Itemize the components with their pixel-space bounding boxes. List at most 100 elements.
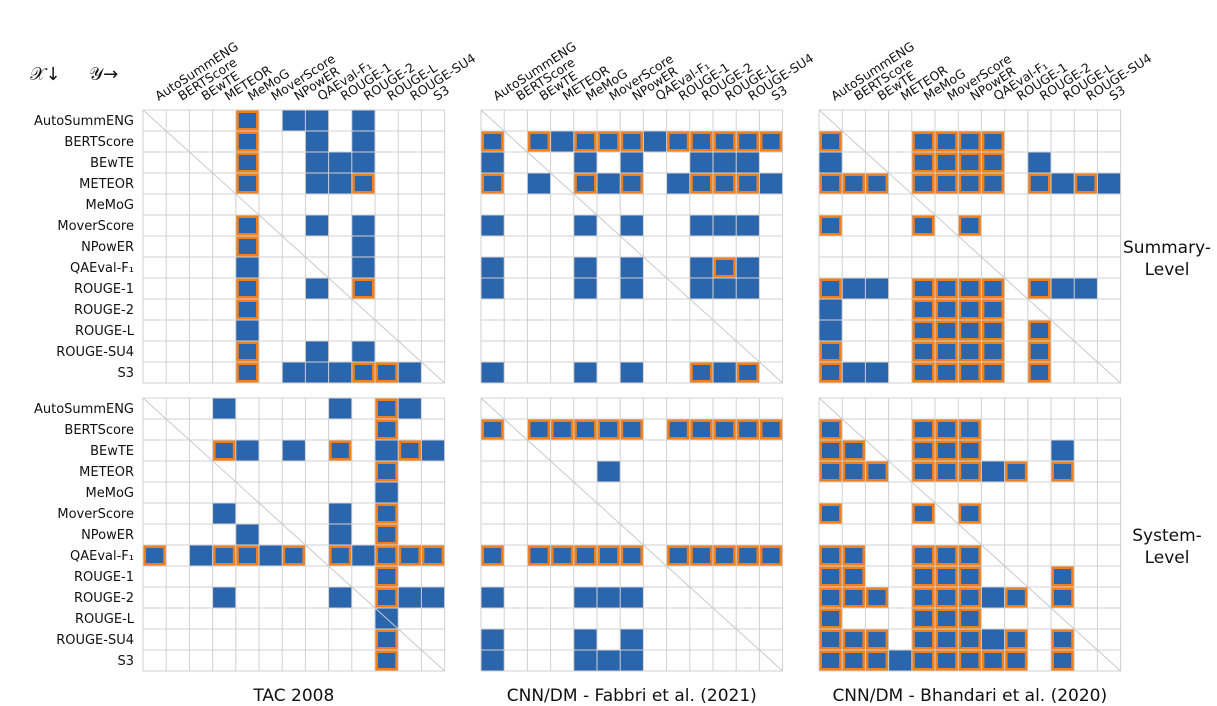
- cell-p2-system-12-5: [935, 650, 959, 671]
- highlight-p2-summary-10-7: [981, 320, 1005, 341]
- cell-p1-system-1-2: [527, 419, 551, 440]
- cell-p2-system-8-6: [958, 566, 982, 587]
- cell-p1-summary-1-12: [759, 131, 783, 152]
- cell-p0-system-6-8: [328, 524, 352, 545]
- cell-p1-system-1-8: [666, 419, 690, 440]
- highlight-p1-system-1-11: [736, 419, 760, 440]
- highlight-p1-summary-1-8: [666, 131, 690, 152]
- cell-p2-system-3-10: [1051, 461, 1075, 482]
- cell-p1-system-7-0: [481, 545, 505, 566]
- highlight-p2-system-3-10: [1051, 461, 1075, 482]
- highlight-p2-system-11-6: [958, 629, 982, 650]
- highlight-p2-system-12-10: [1051, 650, 1075, 671]
- cell-p1-system-7-12: [759, 545, 783, 566]
- cell-p2-summary-1-0: [819, 131, 843, 152]
- cell-p2-summary-9-0: [819, 299, 843, 320]
- cell-p2-summary-12-0: [819, 362, 843, 383]
- cell-p2-system-11-0: [819, 629, 843, 650]
- cell-p0-summary-11-9: [351, 341, 375, 362]
- cell-p0-system-2-10: [375, 440, 399, 461]
- highlight-p0-system-7-11: [398, 545, 422, 566]
- cell-p0-system-2-8: [328, 440, 352, 461]
- cell-p2-summary-8-10: [1051, 278, 1075, 299]
- cell-p0-system-7-10: [375, 545, 399, 566]
- cell-p2-summary-8-9: [1027, 278, 1051, 299]
- highlight-p1-system-1-9: [689, 419, 713, 440]
- cell-p0-system-5-3: [212, 503, 236, 524]
- highlight-p1-system-1-6: [620, 419, 644, 440]
- highlight-p0-summary-11-4: [235, 341, 260, 362]
- cell-p2-system-7-0: [819, 545, 843, 566]
- cell-p2-summary-3-6: [958, 173, 982, 194]
- highlight-p2-summary-5-0: [819, 215, 843, 236]
- cell-p0-system-11-10: [375, 629, 399, 650]
- highlight-p1-summary-1-0: [481, 131, 505, 152]
- highlight-p1-summary-1-4: [573, 131, 597, 152]
- row-label-npower: NPowER: [81, 528, 134, 543]
- row-label-autosummeng: AutoSummENG: [34, 402, 134, 417]
- highlight-p2-system-1-6: [958, 419, 982, 440]
- diagonal-p2-system: [818, 397, 1121, 672]
- highlight-p2-system-1-4: [911, 419, 935, 440]
- row-label-s3: S3: [117, 366, 134, 381]
- cell-p1-system-9-4: [573, 587, 597, 608]
- cell-p0-summary-8-9: [351, 278, 375, 299]
- cell-p0-summary-2-4: [235, 152, 259, 173]
- cell-p1-system-7-8: [666, 545, 690, 566]
- diagonal-p1-summary: [480, 109, 783, 384]
- diagonal-p1-system: [480, 397, 783, 672]
- cell-p1-system-12-4: [573, 650, 597, 671]
- cell-p0-summary-3-8: [328, 173, 352, 194]
- highlight-p2-summary-9-6: [958, 299, 982, 320]
- highlight-p2-summary-2-6: [958, 152, 982, 173]
- cell-p2-summary-8-6: [958, 278, 982, 299]
- cell-p1-system-1-12: [759, 419, 783, 440]
- cell-p2-summary-9-6: [958, 299, 982, 320]
- cell-p1-summary-12-11: [736, 362, 760, 383]
- cell-p1-system-1-3: [550, 419, 574, 440]
- cell-p1-system-7-9: [689, 545, 713, 566]
- cell-p0-system-9-8: [328, 587, 352, 608]
- highlight-p0-summary-2-4: [235, 152, 260, 173]
- highlight-p2-system-10-6: [958, 608, 982, 629]
- cell-p2-system-11-1: [842, 629, 866, 650]
- cell-p1-summary-3-4: [573, 173, 597, 194]
- cell-p2-summary-11-6: [958, 341, 982, 362]
- cell-p0-system-9-10: [375, 587, 399, 608]
- highlight-p2-summary-5-4: [911, 215, 935, 236]
- highlight-p0-system-2-11: [398, 440, 422, 461]
- row-label-rouge-l: ROUGE-L: [75, 612, 135, 627]
- cell-p2-system-8-5: [935, 566, 959, 587]
- highlight-p2-system-8-0: [819, 566, 843, 587]
- cell-p2-system-2-4: [911, 440, 935, 461]
- highlight-p2-system-3-5: [935, 461, 959, 482]
- highlight-p0-system-7-10: [375, 545, 399, 566]
- cell-p2-system-7-4: [911, 545, 935, 566]
- cell-p2-summary-8-0: [819, 278, 843, 299]
- cell-p2-system-2-0: [819, 440, 843, 461]
- cell-p2-system-11-7: [981, 629, 1005, 650]
- cell-p1-summary-5-10: [713, 215, 737, 236]
- highlight-p2-system-11-4: [911, 629, 935, 650]
- highlight-p2-system-12-5: [935, 650, 959, 671]
- cell-p0-summary-12-4: [235, 362, 259, 383]
- highlight-p2-summary-1-6: [958, 131, 982, 152]
- cell-p1-system-1-11: [736, 419, 760, 440]
- cell-p1-summary-1-6: [620, 131, 644, 152]
- cell-p0-system-12-10: [375, 650, 399, 671]
- highlight-p1-system-7-10: [713, 545, 737, 566]
- highlight-p1-system-7-5: [597, 545, 621, 566]
- cell-p2-system-12-8: [1004, 650, 1028, 671]
- highlight-p2-summary-11-5: [935, 341, 959, 362]
- cell-p0-system-7-8: [328, 545, 352, 566]
- cell-p1-summary-2-0: [481, 152, 505, 173]
- cell-p2-summary-8-4: [911, 278, 935, 299]
- cell-p2-system-1-4: [911, 419, 935, 440]
- highlight-p2-system-3-2: [865, 461, 889, 482]
- cell-p0-system-1-10: [375, 419, 399, 440]
- cell-p1-summary-8-9: [689, 278, 713, 299]
- cell-p1-system-11-0: [481, 629, 505, 650]
- cell-p0-system-2-12: [421, 440, 445, 461]
- highlight-p2-summary-1-5: [935, 131, 959, 152]
